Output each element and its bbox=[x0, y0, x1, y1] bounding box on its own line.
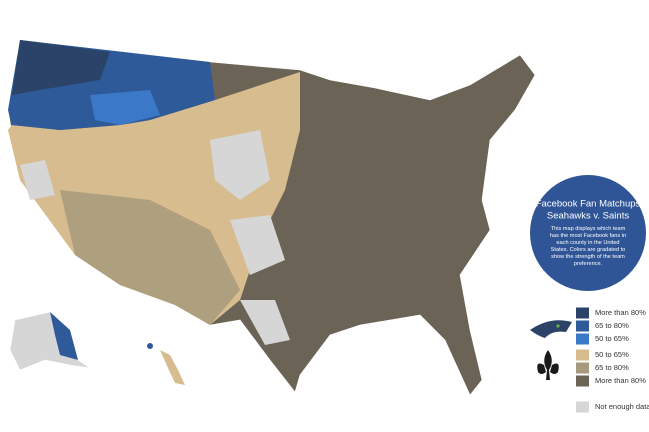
info-description: This map displays which team has the mos… bbox=[549, 226, 627, 267]
seahawks-dark-region bbox=[12, 40, 110, 95]
info-title: Facebook Fan Matchups bbox=[536, 199, 641, 210]
legend-label: 50 to 65% bbox=[595, 334, 629, 343]
no-data-patch bbox=[20, 160, 55, 200]
legend-swatch bbox=[576, 349, 589, 361]
alaska bbox=[9, 311, 91, 371]
legend-label: 50 to 65% bbox=[595, 350, 629, 359]
alaska-blue bbox=[50, 312, 78, 360]
seahawks-logo bbox=[530, 320, 572, 338]
saints-logo bbox=[537, 350, 559, 380]
legend-swatch bbox=[576, 375, 589, 387]
info-circle bbox=[530, 175, 646, 291]
legend: More than 80% 65 to 80% 50 to 65% 50 to 65%… bbox=[576, 307, 649, 413]
saints-mid-region bbox=[60, 190, 240, 325]
saints-light-region bbox=[8, 72, 300, 325]
no-data-patch bbox=[240, 300, 290, 345]
legend-swatch bbox=[576, 362, 589, 374]
legend-label: 65 to 80% bbox=[595, 363, 629, 372]
legend-swatch bbox=[576, 333, 589, 345]
info-subtitle: Seahawks v. Saints bbox=[547, 211, 629, 222]
info-description-box: This map displays which team has the mos… bbox=[549, 226, 627, 267]
no-data-patch bbox=[230, 215, 285, 275]
legend-swatch bbox=[576, 320, 589, 332]
legend-swatch bbox=[576, 401, 589, 413]
no-data-patch bbox=[210, 130, 270, 200]
legend-swatch bbox=[576, 307, 589, 319]
us-map bbox=[7, 39, 536, 396]
legend-label: More than 80% bbox=[595, 376, 646, 385]
legend-label: 65 to 80% bbox=[595, 321, 629, 330]
hawaii-island bbox=[147, 343, 153, 349]
legend-label: Not enough data bbox=[595, 402, 649, 411]
hawaii bbox=[160, 350, 185, 385]
seahawks-light-patch bbox=[90, 90, 160, 125]
legend-label: More than 80% bbox=[595, 308, 646, 317]
